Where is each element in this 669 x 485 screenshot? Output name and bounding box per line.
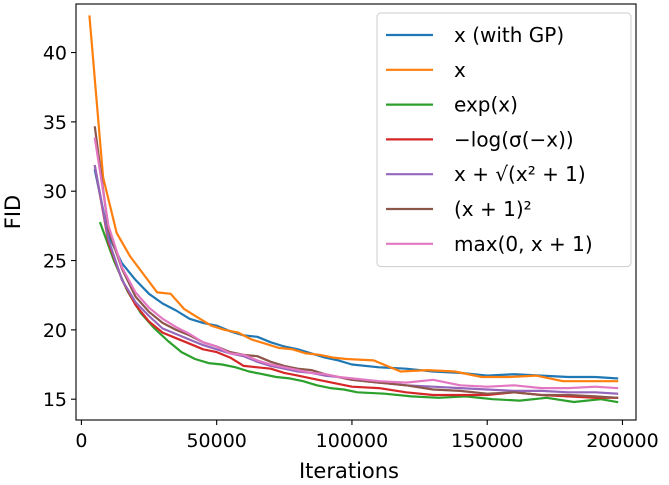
x-tick-label: 0 — [75, 430, 87, 452]
legend: x (with GP) x exp(x) −log(σ(−x)) x + √(x² + … — [376, 12, 632, 268]
axes-layer: 0 50000 100000 150000 200000 15 20 25 30 35 40 — [43, 3, 659, 452]
y-axis-title: FID — [1, 195, 25, 229]
y-tick-label: 40 — [43, 43, 67, 65]
legend-label: exp(x) — [454, 93, 518, 117]
legend-label: x — [454, 58, 466, 82]
legend-label: x (with GP) — [454, 23, 564, 47]
series-line-1 — [93, 169, 619, 380]
x-tick-label: 100000 — [316, 430, 389, 452]
y-tick-label: 20 — [43, 320, 67, 342]
y-tick-label: 25 — [43, 251, 67, 273]
y-tick-label: 15 — [43, 389, 67, 411]
series-line-5 — [93, 164, 619, 395]
series-line-2 — [88, 15, 619, 383]
series-line-7 — [93, 137, 619, 390]
legend-label: −log(σ(−x)) — [454, 127, 574, 151]
legend-box — [376, 12, 632, 268]
legend-label: max(0, x + 1) — [454, 232, 593, 256]
y-tick-label: 35 — [43, 112, 67, 134]
x-tick-label: 50000 — [186, 430, 246, 452]
x-axis-title: Iterations — [299, 459, 399, 483]
legend-label: (x + 1)² — [454, 197, 532, 221]
x-tick-label: 200000 — [586, 430, 659, 452]
x-tick-label: 150000 — [451, 430, 524, 452]
legend-label: x + √(x² + 1) — [454, 162, 586, 186]
series-line-6 — [93, 126, 619, 399]
series-layer — [88, 15, 619, 404]
series-line-3 — [98, 221, 619, 404]
y-tick-label: 30 — [43, 181, 67, 203]
plot-frame — [75, 3, 637, 421]
